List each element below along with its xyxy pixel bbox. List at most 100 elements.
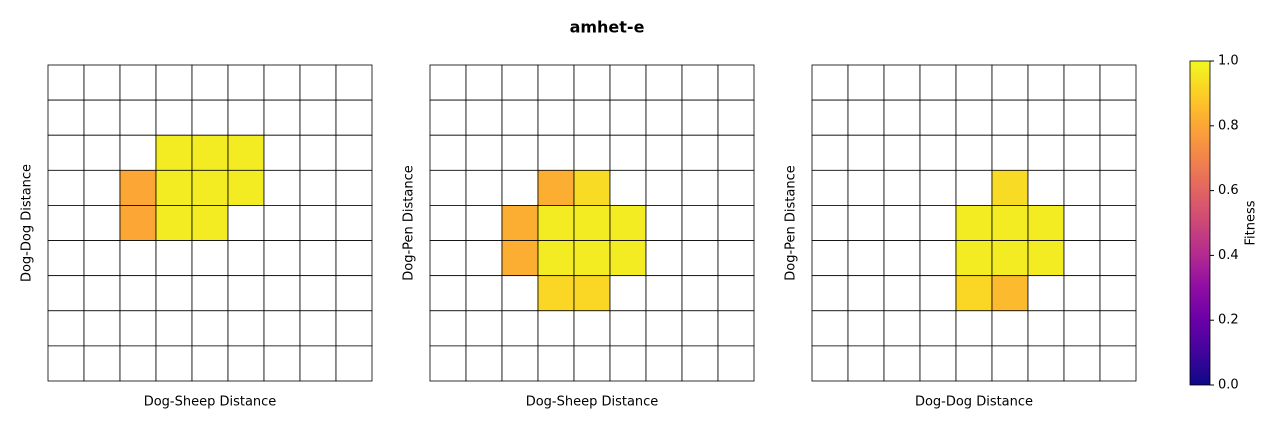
heat-cell: [573, 169, 611, 206]
heat-cell: [227, 134, 265, 171]
empty-cell: [83, 345, 121, 382]
empty-cell: [1027, 134, 1065, 171]
empty-cell: [465, 134, 503, 171]
empty-cell: [919, 134, 957, 171]
colorbar-tick-label: 0.8: [1218, 118, 1239, 133]
empty-cell: [335, 275, 373, 312]
empty-cell: [465, 169, 503, 206]
empty-cell: [263, 310, 301, 347]
empty-cell: [465, 345, 503, 382]
x-axis-label: Dog-Sheep Distance: [144, 395, 277, 410]
empty-cell: [883, 205, 921, 241]
empty-cell: [263, 275, 301, 312]
empty-cell: [429, 310, 467, 347]
empty-cell: [811, 99, 849, 136]
heat-cell: [119, 169, 157, 206]
empty-cell: [645, 275, 683, 312]
empty-cell: [811, 64, 849, 101]
empty-cell: [847, 275, 885, 312]
empty-cell: [609, 134, 647, 171]
empty-cell: [1027, 345, 1065, 382]
empty-cell: [1099, 99, 1137, 136]
empty-cell: [299, 345, 337, 382]
empty-cell: [1063, 275, 1101, 312]
heat-cell: [155, 134, 193, 171]
empty-cell: [429, 205, 467, 241]
empty-cell: [299, 99, 337, 136]
empty-cell: [83, 134, 121, 171]
empty-cell: [645, 205, 683, 241]
y-axis-label: Dog-Pen Distance: [402, 165, 417, 281]
empty-cell: [1063, 345, 1101, 382]
empty-cell: [263, 169, 301, 206]
empty-cell: [47, 205, 85, 241]
empty-cell: [883, 240, 921, 277]
empty-cell: [919, 240, 957, 277]
empty-cell: [1099, 275, 1137, 312]
heat-cell: [537, 205, 575, 241]
heat-cell: [573, 275, 611, 312]
empty-cell: [501, 134, 539, 171]
empty-cell: [155, 345, 193, 382]
empty-cell: [919, 310, 957, 347]
empty-cell: [263, 345, 301, 382]
empty-cell: [227, 240, 265, 277]
empty-cell: [1027, 275, 1065, 312]
empty-cell: [883, 64, 921, 101]
empty-cell: [119, 240, 157, 277]
empty-cell: [299, 134, 337, 171]
empty-cell: [119, 64, 157, 101]
empty-cell: [811, 240, 849, 277]
empty-cell: [847, 240, 885, 277]
empty-cell: [955, 99, 993, 136]
empty-cell: [645, 134, 683, 171]
empty-cell: [609, 345, 647, 382]
empty-cell: [717, 345, 755, 382]
heat-cell: [155, 169, 193, 206]
empty-cell: [501, 310, 539, 347]
empty-cell: [955, 169, 993, 206]
empty-cell: [227, 64, 265, 101]
empty-cell: [83, 275, 121, 312]
empty-cell: [573, 99, 611, 136]
empty-cell: [847, 205, 885, 241]
empty-cell: [501, 99, 539, 136]
empty-cell: [429, 169, 467, 206]
empty-cell: [191, 99, 229, 136]
heat-cell: [991, 240, 1029, 277]
empty-cell: [811, 310, 849, 347]
empty-cell: [811, 134, 849, 171]
empty-cell: [429, 240, 467, 277]
empty-cell: [681, 345, 719, 382]
empty-cell: [681, 99, 719, 136]
heat-cell: [1027, 205, 1065, 241]
empty-cell: [847, 99, 885, 136]
empty-cell: [609, 310, 647, 347]
empty-cell: [299, 310, 337, 347]
empty-cell: [609, 99, 647, 136]
colorbar-tick-label: 1.0: [1218, 54, 1239, 69]
empty-cell: [717, 310, 755, 347]
empty-cell: [1063, 240, 1101, 277]
empty-cell: [1099, 345, 1137, 382]
empty-cell: [47, 310, 85, 347]
empty-cell: [429, 345, 467, 382]
heat-cell: [501, 205, 539, 241]
colorbar-tick-label: 0.6: [1218, 183, 1239, 198]
empty-cell: [645, 64, 683, 101]
empty-cell: [645, 99, 683, 136]
empty-cell: [83, 205, 121, 241]
empty-cell: [299, 205, 337, 241]
empty-cell: [919, 345, 957, 382]
empty-cell: [335, 134, 373, 171]
empty-cell: [1099, 64, 1137, 101]
heat-cell: [191, 134, 229, 171]
empty-cell: [1063, 310, 1101, 347]
empty-cell: [883, 345, 921, 382]
empty-cell: [335, 99, 373, 136]
empty-cell: [501, 345, 539, 382]
empty-cell: [83, 99, 121, 136]
empty-cell: [537, 134, 575, 171]
empty-cell: [429, 99, 467, 136]
